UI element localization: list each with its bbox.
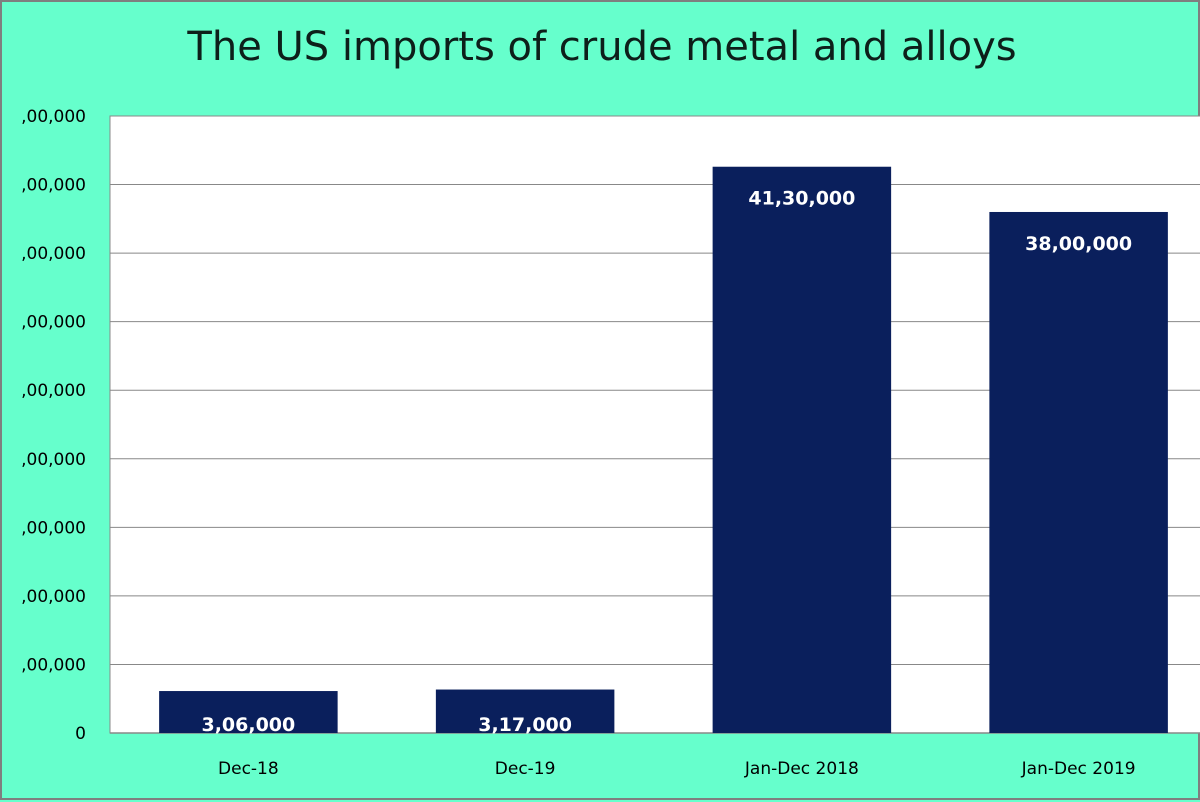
x-tick-label: Jan-Dec 2018 — [744, 759, 859, 779]
y-tick-label: ,00,000 — [21, 450, 86, 470]
y-tick-label: ,00,000 — [21, 176, 86, 196]
x-tick-label: Dec-19 — [495, 759, 556, 779]
data-labels: 3,06,000 3,17,000 41,30,000 38,00,000 — [201, 188, 1132, 736]
bar-0 — [159, 691, 338, 733]
y-tick-label: ,00,000 — [21, 518, 86, 538]
x-axis: Dec-18 Dec-19 Jan-Dec 2018 Jan-Dec 2019 — [218, 759, 1136, 779]
y-tick-label: ,00,000 — [21, 107, 86, 127]
chart-title: The US imports of crude metal and alloys — [187, 24, 1017, 70]
y-axis: 0 ,00,000 ,00,000 ,00,000 ,00,000 ,00,000 ,00,… — [21, 107, 1200, 744]
data-label: 3,17,000 — [478, 714, 572, 736]
y-tick-label: ,00,000 — [21, 313, 86, 333]
data-label: 41,30,000 — [748, 188, 855, 210]
y-tick-label: 0 — [75, 724, 86, 744]
y-tick-label: ,00,000 — [21, 244, 86, 264]
y-tick-label: ,00,000 — [21, 381, 86, 401]
x-tick-label: Dec-18 — [218, 759, 279, 779]
x-tick-label: Jan-Dec 2019 — [1021, 759, 1136, 779]
bars — [159, 166, 1168, 734]
data-label: 3,06,000 — [201, 714, 295, 736]
y-tick-label: ,00,000 — [21, 587, 86, 607]
bar-2 — [712, 166, 892, 734]
bar-1 — [435, 689, 615, 733]
bar-3 — [989, 211, 1168, 733]
data-label: 38,00,000 — [1025, 233, 1132, 255]
y-tick-label: ,00,000 — [21, 655, 86, 675]
